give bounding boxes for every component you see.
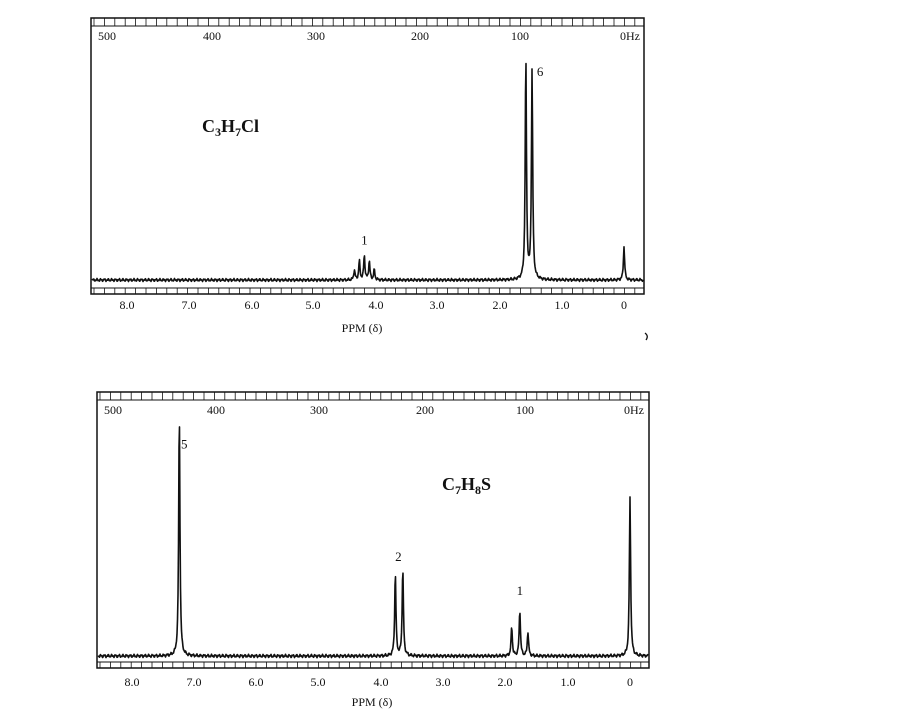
hz-tick-label: 400 bbox=[203, 29, 221, 43]
ppm-tick-label: 6.0 bbox=[249, 675, 264, 689]
hz-tick-label: 300 bbox=[310, 403, 328, 417]
formula-subscript: 3 bbox=[215, 125, 221, 139]
spectrum-trace bbox=[97, 426, 649, 659]
ppm-tick-label: 8.0 bbox=[125, 675, 140, 689]
integral-labels: 16 bbox=[361, 64, 544, 248]
top-minor-ticks bbox=[93, 18, 636, 26]
ppm-tick-label: 3.0 bbox=[436, 675, 451, 689]
hz-tick-label: 300 bbox=[307, 29, 325, 43]
hz-tick-label: 0Hz bbox=[624, 403, 644, 417]
ppm-tick-label: 4.0 bbox=[374, 675, 389, 689]
integral-labels: 5 2 1 bbox=[181, 437, 523, 598]
ppm-tick-label: 2.0 bbox=[493, 298, 508, 312]
formula-element: C bbox=[442, 474, 455, 494]
bottom-minor-ticks bbox=[99, 662, 642, 668]
top-hz-scale: 500 400 300 200 100 0Hz bbox=[98, 29, 640, 43]
hz-tick-label: 0Hz bbox=[620, 29, 640, 43]
molecular-formula: C3H7Cl bbox=[202, 116, 259, 139]
x-axis-label: PPM (δ) bbox=[352, 695, 393, 709]
stray-mark bbox=[644, 332, 648, 341]
ppm-tick-label: 6.0 bbox=[245, 298, 260, 312]
spectrum-frame bbox=[90, 17, 645, 295]
ppm-tick-label: 0 bbox=[627, 675, 633, 689]
spectrum-trace bbox=[91, 62, 644, 283]
hz-tick-label: 100 bbox=[511, 29, 529, 43]
hz-tick-label: 500 bbox=[98, 29, 116, 43]
ppm-tick-label: 5.0 bbox=[306, 298, 321, 312]
formula-subscript: 7 bbox=[455, 483, 461, 497]
ppm-tick-label: 5.0 bbox=[311, 675, 326, 689]
spectrum-frame bbox=[96, 391, 650, 669]
integral-label: 5 bbox=[181, 437, 188, 452]
spectrum-c3h7cl: 500 400 300 200 100 0Hz 8.0 7.0 6.0 5.0 … bbox=[90, 17, 645, 335]
top-minor-ticks bbox=[99, 392, 642, 400]
integral-label: 1 bbox=[361, 232, 368, 247]
hz-tick-label: 200 bbox=[411, 29, 429, 43]
formula-element: Cl bbox=[241, 116, 259, 136]
hz-tick-label: 100 bbox=[516, 403, 534, 417]
ppm-tick-label: 0 bbox=[621, 298, 627, 312]
integral-label: 6 bbox=[537, 64, 544, 79]
x-axis-label: PPM (δ) bbox=[342, 321, 383, 335]
formula-element: H bbox=[461, 474, 475, 494]
top-hz-scale: 500 400 300 200 100 0Hz bbox=[104, 403, 644, 417]
bottom-minor-ticks bbox=[93, 288, 636, 294]
molecular-formula: C7H8S bbox=[442, 474, 491, 497]
ppm-tick-label: 3.0 bbox=[430, 298, 445, 312]
ppm-tick-label: 7.0 bbox=[187, 675, 202, 689]
ppm-tick-label: 1.0 bbox=[561, 675, 576, 689]
hz-tick-label: 500 bbox=[104, 403, 122, 417]
hz-tick-label: 200 bbox=[416, 403, 434, 417]
ppm-tick-label: 8.0 bbox=[120, 298, 135, 312]
formula-subscript: 7 bbox=[235, 125, 241, 139]
formula-element: S bbox=[481, 474, 491, 494]
ppm-tick-label: 2.0 bbox=[498, 675, 513, 689]
ppm-tick-label: 1.0 bbox=[555, 298, 570, 312]
ppm-tick-label: 7.0 bbox=[182, 298, 197, 312]
integral-label: 1 bbox=[517, 583, 524, 598]
bottom-ppm-scale: 8.0 7.0 6.0 5.0 4.0 3.0 2.0 1.0 0 bbox=[120, 298, 628, 312]
integral-label: 2 bbox=[395, 549, 402, 564]
ppm-tick-label: 4.0 bbox=[369, 298, 384, 312]
bottom-ppm-scale: 8.0 7.0 6.0 5.0 4.0 3.0 2.0 1.0 0 bbox=[125, 675, 634, 689]
spectrum-c7h8s: 500 400 300 200 100 0Hz 8.0 7.0 6.0 5.0 … bbox=[96, 391, 650, 709]
formula-subscript: 8 bbox=[475, 483, 481, 497]
formula-element: H bbox=[221, 116, 235, 136]
hz-tick-label: 400 bbox=[207, 403, 225, 417]
formula-element: C bbox=[202, 116, 215, 136]
